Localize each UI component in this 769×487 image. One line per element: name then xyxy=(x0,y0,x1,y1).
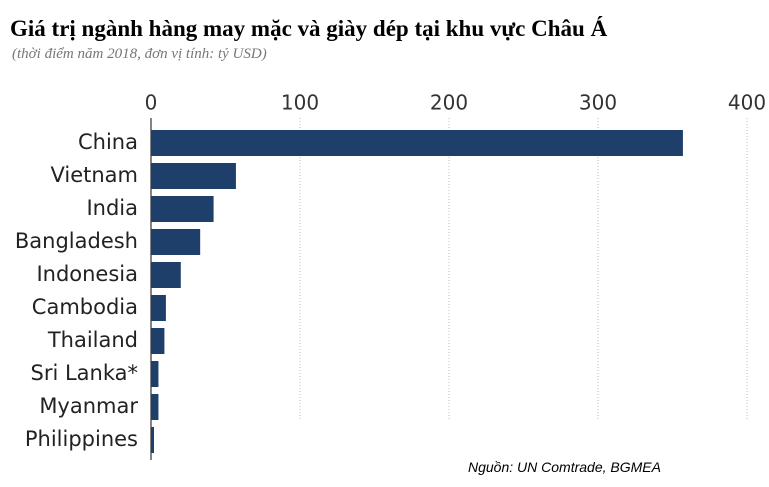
bar xyxy=(151,262,181,288)
source-note: Nguồn: UN Comtrade, BGMEA xyxy=(468,459,661,475)
bar xyxy=(151,295,166,321)
category-label: Vietnam xyxy=(50,163,138,187)
chart-subtitle: (thời điểm năm 2018, đơn vị tính: tỷ USD… xyxy=(12,46,267,62)
x-tick-label: 100 xyxy=(281,91,319,115)
x-tick-label: 200 xyxy=(430,91,468,115)
bar xyxy=(151,328,165,354)
bar xyxy=(151,130,683,156)
category-label: Cambodia xyxy=(32,295,138,319)
category-label: Philippines xyxy=(25,427,138,451)
bar xyxy=(151,361,159,387)
category-label: China xyxy=(78,130,138,154)
category-label: India xyxy=(86,196,138,220)
category-label: Indonesia xyxy=(36,262,138,286)
bar xyxy=(151,394,159,420)
bar xyxy=(151,196,214,222)
category-label: Thailand xyxy=(47,328,138,352)
x-tick-label: 400 xyxy=(728,91,766,115)
chart-title: Giá trị ngành hàng may mặc và giày dép t… xyxy=(10,16,608,41)
x-tick-label: 300 xyxy=(579,91,617,115)
category-label: Myanmar xyxy=(39,394,138,418)
bar xyxy=(151,427,154,453)
category-label: Sri Lanka* xyxy=(30,361,138,385)
category-label: Bangladesh xyxy=(15,229,138,253)
x-tick-label: 0 xyxy=(145,91,158,115)
bar xyxy=(151,163,236,189)
bar xyxy=(151,229,201,255)
